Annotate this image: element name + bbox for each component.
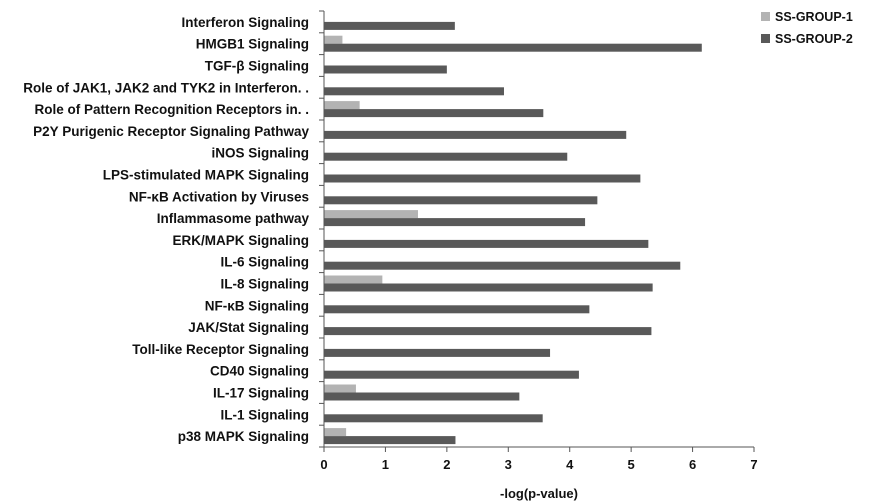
bar-ss-group-2 xyxy=(324,414,543,423)
category-labels: Interferon Signaling HMGB1 Signaling TGF-β… xyxy=(23,15,309,444)
bar-ss-group-2 xyxy=(324,392,520,401)
bar-ss-group-2 xyxy=(324,218,586,227)
bar-ss-group-2 xyxy=(324,327,652,336)
bars-layer xyxy=(324,21,702,445)
bar-ss-group-2 xyxy=(324,283,653,292)
category-label: TGF-β Signaling xyxy=(205,59,309,74)
category-label: IL-17 Signaling xyxy=(213,386,309,401)
bar-ss-group-2 xyxy=(324,43,702,52)
category-label: NF-κB Signaling xyxy=(205,298,309,313)
bar-ss-group-1 xyxy=(324,210,418,219)
bar-ss-group-2 xyxy=(324,305,590,314)
category-label: LPS-stimulated MAPK Signaling xyxy=(103,168,309,183)
x-tick-label: 4 xyxy=(566,457,574,472)
category-label: HMGB1 Signaling xyxy=(196,37,309,52)
bar-ss-group-2 xyxy=(324,21,455,30)
x-tick-label: 1 xyxy=(382,457,389,472)
category-label: Interferon Signaling xyxy=(181,15,309,30)
bar-ss-group-2 xyxy=(324,87,504,96)
bar-ss-group-2 xyxy=(324,109,544,118)
category-label: p38 MAPK Signaling xyxy=(178,429,309,444)
category-label: P2Y Purigenic Receptor Signaling Pathway xyxy=(33,124,309,139)
bar-ss-group-1 xyxy=(324,384,356,393)
x-tick-label: 0 xyxy=(320,457,327,472)
bar-ss-group-2 xyxy=(324,370,579,379)
bar-ss-group-2 xyxy=(324,261,681,270)
category-label: IL-6 Signaling xyxy=(220,255,309,270)
legend-swatch xyxy=(761,34,770,43)
category-label: Role of JAK1, JAK2 and TYK2 in Interfero… xyxy=(23,80,309,95)
bar-ss-group-2 xyxy=(324,196,598,205)
bar-ss-group-2 xyxy=(324,239,649,248)
legend-swatch xyxy=(761,12,770,21)
category-label: NF-κB Activation by Viruses xyxy=(129,189,309,204)
bar-ss-group-1 xyxy=(324,275,383,284)
x-axis-title: -log(p-value) xyxy=(500,486,578,501)
category-label: IL-1 Signaling xyxy=(220,407,309,422)
x-tick-label: 7 xyxy=(750,457,757,472)
x-tick-label: 5 xyxy=(628,457,635,472)
x-tick-label: 6 xyxy=(689,457,696,472)
legend: SS-GROUP-1 SS-GROUP-2 xyxy=(761,10,853,46)
category-label: Toll-like Receptor Signaling xyxy=(132,342,309,357)
x-tick-label: 2 xyxy=(443,457,450,472)
category-label: Inflammasome pathway xyxy=(157,211,310,226)
bar-ss-group-2 xyxy=(324,130,627,139)
category-label: ERK/MAPK Signaling xyxy=(172,233,309,248)
legend-label: SS-GROUP-2 xyxy=(775,32,853,46)
bar-ss-group-2 xyxy=(324,152,568,161)
bar-ss-group-2 xyxy=(324,348,551,357)
category-label: JAK/Stat Signaling xyxy=(188,320,309,335)
bar-ss-group-1 xyxy=(324,101,360,110)
category-label: IL-8 Signaling xyxy=(220,277,309,292)
legend-label: SS-GROUP-1 xyxy=(775,10,853,24)
bar-ss-group-1 xyxy=(324,428,347,437)
category-label: iNOS Signaling xyxy=(211,146,309,161)
category-label: Role of Pattern Recognition Receptors in… xyxy=(34,102,309,117)
x-tick-label: 3 xyxy=(505,457,512,472)
bar-ss-group-2 xyxy=(324,436,456,445)
x-tick-labels: 0 1 2 3 4 5 6 7 xyxy=(320,457,757,472)
bar-ss-group-1 xyxy=(324,35,343,44)
category-label: CD40 Signaling xyxy=(210,364,309,379)
axes xyxy=(319,10,755,452)
bar-ss-group-2 xyxy=(324,174,641,183)
bar-ss-group-2 xyxy=(324,65,447,74)
